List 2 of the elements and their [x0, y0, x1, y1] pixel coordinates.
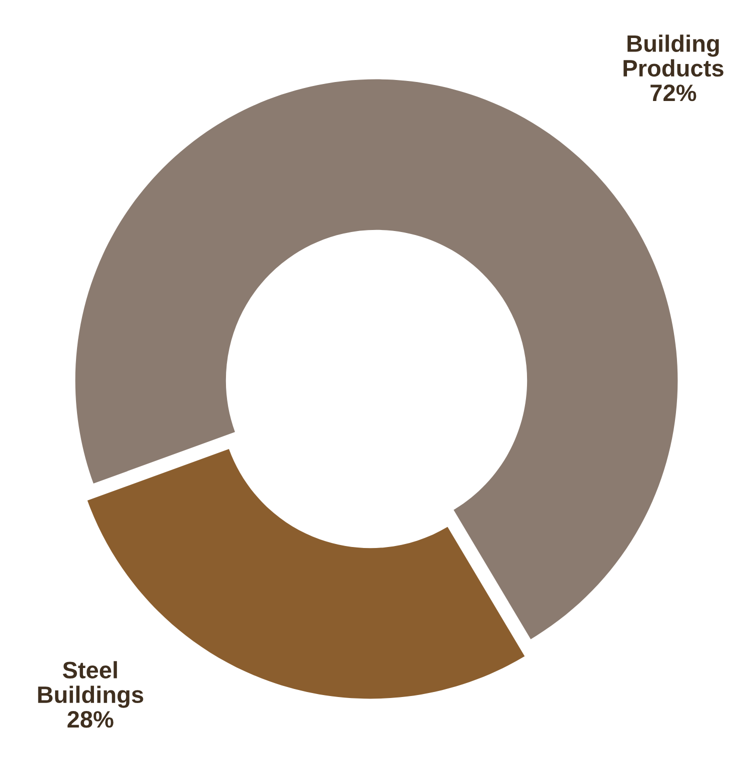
slice-label: Building Products 72%	[624, 34, 724, 102]
slice-label: Steel Buildings 28%	[38, 661, 144, 728]
